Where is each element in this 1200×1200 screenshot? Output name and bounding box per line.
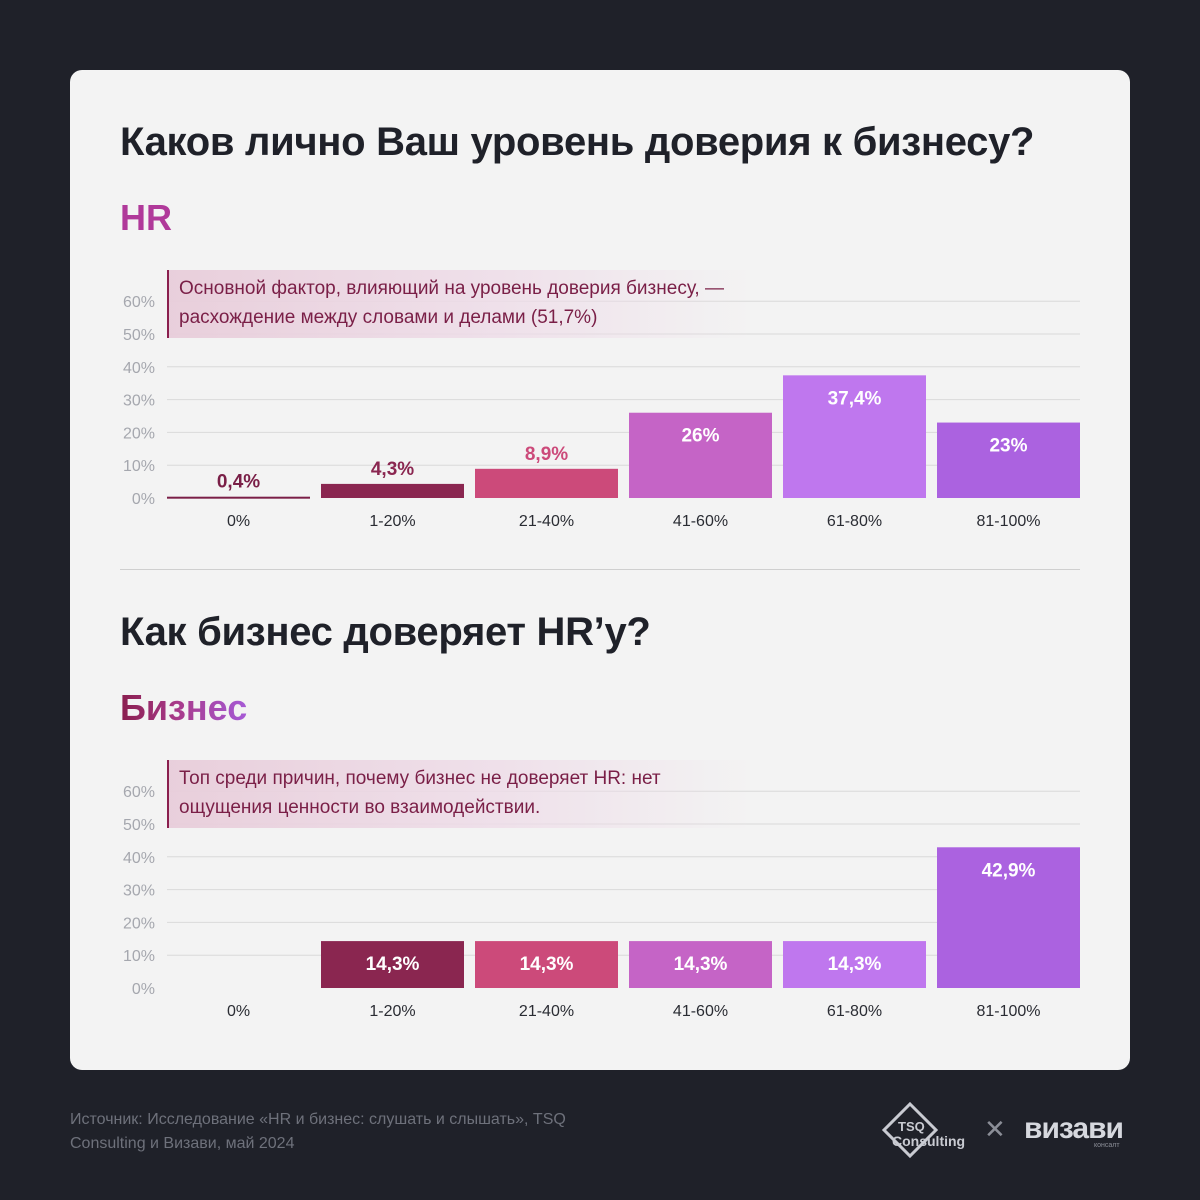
bar	[629, 941, 772, 988]
bar	[937, 847, 1080, 988]
vizavi-logo-sub: консалт	[1094, 1142, 1120, 1149]
data-label: 23%	[989, 436, 1027, 457]
x-tick-label: 61-80%	[827, 513, 882, 530]
y-tick-label: 40%	[123, 850, 155, 867]
x-tick-label: 81-100%	[976, 513, 1040, 530]
y-tick-label: 50%	[123, 817, 155, 834]
y-tick-label: 60%	[123, 784, 155, 801]
data-label: 42,9%	[982, 860, 1036, 881]
data-label: 26%	[681, 426, 719, 447]
cross-icon: ✕	[984, 1114, 1006, 1144]
chart-business-trust-svg: 0% 10% 20% 30% 40% 50% 60% 0% 14,3% 1-20% 14,3% 21-…	[123, 784, 1080, 1020]
data-label: 8,9%	[525, 444, 568, 465]
bar	[783, 375, 926, 498]
bar	[629, 412, 772, 498]
section-divider	[120, 569, 1080, 570]
chart-hr-trust: 0% 10% 20% 30% 40% 50% 60% 0,4% 0% 4,3% 1-20% 8,9% 2…	[100, 270, 1100, 540]
data-label: 14,3%	[674, 954, 728, 975]
bar	[783, 941, 926, 988]
x-tick-label: 1-20%	[369, 513, 415, 530]
y-tick-label: 0%	[132, 491, 155, 508]
card: Каков лично Ваш уровень доверия к бизнес…	[70, 70, 1130, 1070]
chart-note: Топ среди причин, почему бизнес не довер…	[167, 760, 751, 828]
data-label: 14,3%	[366, 954, 420, 975]
tsq-logo-icon	[881, 1102, 939, 1159]
y-tick-label: 40%	[123, 360, 155, 377]
y-tick-label: 30%	[123, 393, 155, 410]
chart-note: Основной фактор, влияющий на уровень дов…	[167, 270, 751, 338]
x-tick-label: 0%	[227, 513, 250, 530]
y-tick-label: 30%	[123, 883, 155, 900]
section1-title: Каков лично Ваш уровень доверия к бизнес…	[120, 120, 1035, 164]
data-label: 37,4%	[828, 388, 882, 409]
section2-title: Как бизнес доверяет HR’у?	[120, 610, 651, 654]
bar	[321, 941, 464, 988]
chart-business-trust: 0% 10% 20% 30% 40% 50% 60% 0% 14,3% 1-20% 14,3% 21-…	[100, 760, 1100, 1030]
x-tick-label: 61-80%	[827, 1003, 882, 1020]
y-tick-label: 50%	[123, 327, 155, 344]
y-tick-label: 0%	[132, 981, 155, 998]
bar	[167, 496, 310, 499]
x-tick-label: 81-100%	[976, 1003, 1040, 1020]
data-label: 4,3%	[371, 459, 414, 480]
y-tick-label: 20%	[123, 425, 155, 442]
data-label: 14,3%	[828, 954, 882, 975]
bar	[475, 468, 618, 498]
y-tick-label: 60%	[123, 294, 155, 311]
x-tick-label: 21-40%	[519, 513, 574, 530]
data-label: 0,4%	[217, 472, 260, 493]
section2-subtitle: Бизнес	[120, 687, 248, 728]
logos: TSQ Consulting ✕ визави консалт	[876, 1100, 1136, 1162]
x-tick-label: 41-60%	[673, 1003, 728, 1020]
bar	[321, 483, 464, 498]
x-tick-label: 0%	[227, 1003, 250, 1020]
bar	[475, 941, 618, 988]
x-tick-label: 1-20%	[369, 1003, 415, 1020]
bar	[937, 422, 1080, 498]
section1-subtitle: HR	[120, 197, 172, 238]
source-note: Источник: Исследование «HR и бизнес: слу…	[70, 1111, 566, 1152]
data-label: 14,3%	[520, 954, 574, 975]
x-tick-label: 41-60%	[673, 513, 728, 530]
vizavi-logo: визави	[1024, 1112, 1124, 1145]
y-tick-label: 20%	[123, 915, 155, 932]
x-tick-label: 21-40%	[519, 1003, 574, 1020]
y-tick-label: 10%	[123, 458, 155, 475]
y-tick-label: 10%	[123, 948, 155, 965]
